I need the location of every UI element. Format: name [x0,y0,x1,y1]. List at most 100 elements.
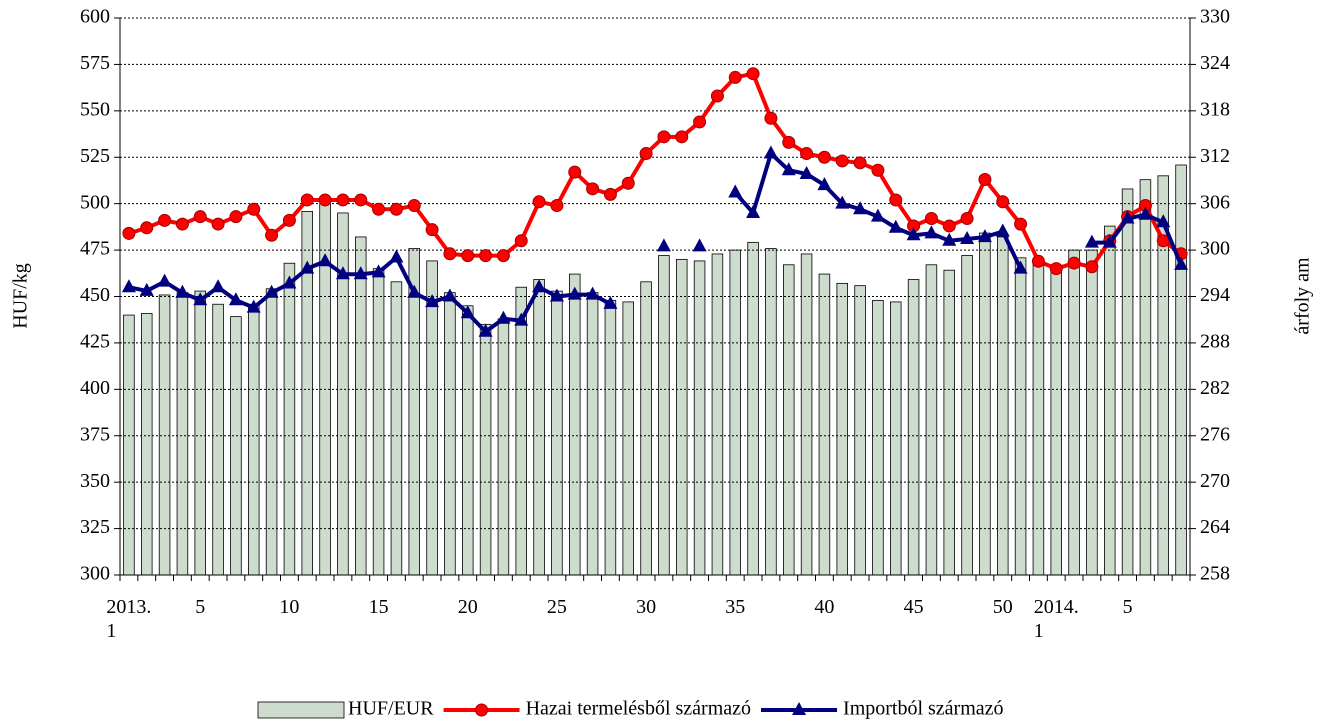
line-marker [906,227,921,241]
bar [1121,188,1134,576]
line-marker [1156,214,1171,228]
bar [194,290,206,576]
bar [604,299,617,576]
line-marker [960,212,974,226]
line-marker [318,193,332,207]
line-marker [193,292,208,306]
x-tick-label: 30 [636,596,657,618]
line-marker [942,219,956,233]
bar [961,255,973,576]
legend-label: Hazai termelésből származó [526,698,751,720]
legend: HUF/EUR Hazai termelésből származó Importb… [257,698,1004,720]
line-marker [407,199,421,213]
line-marker [389,249,404,263]
line-marker [835,195,850,209]
bar [854,285,866,576]
bar [265,288,278,576]
line-marker [425,223,439,237]
bar [372,268,385,576]
y-tick-label: 475 [80,238,110,260]
line-marker [300,260,315,274]
x-tick-label: 2013. 1 [106,596,152,642]
y-tick-label: 375 [80,423,110,445]
line-marker [960,230,975,244]
line-marker [692,238,707,252]
line-marker [782,135,796,149]
x-tick-label: 2014. 1 [1033,596,1079,642]
line-marker [1067,256,1081,270]
y2-tick-label: 312 [1200,145,1230,167]
y-tick-label: 600 [80,6,110,28]
line-marker [461,249,475,263]
bar [569,273,581,576]
y2-tick-label: 300 [1200,238,1230,260]
line-marker [460,305,475,319]
x-tick-label: 15 [368,596,389,618]
line-marker [889,193,903,207]
bar [979,232,991,576]
line-marker [264,284,279,298]
line-marker [853,201,868,215]
line-marker [514,312,529,326]
bar [140,313,153,576]
x-tick-label: 5 [195,596,206,618]
line-marker [817,150,831,164]
line-marker [335,266,350,280]
line-marker [354,193,368,207]
line-marker [1102,234,1117,248]
y-tick-label: 450 [80,284,110,306]
line-marker [978,173,992,187]
line-marker [567,286,582,300]
bar [943,269,956,576]
line-marker [800,147,814,161]
bar [1014,257,1027,576]
line-marker [871,163,885,177]
line [128,71,1183,271]
bar [426,260,438,576]
line-marker [282,275,297,289]
bar [658,255,670,576]
line-marker [442,288,457,302]
line-marker [586,182,600,196]
line-marker [425,294,440,308]
y2-tick-label: 270 [1200,470,1230,492]
line-marker [728,184,743,198]
bar [176,292,189,576]
line-marker [443,247,457,261]
line-marker [977,229,992,243]
x-tick-label: 10 [279,596,300,618]
y2-tick-label: 282 [1200,377,1230,399]
line-marker [656,238,671,252]
line-marker [121,279,136,293]
bar [247,303,260,576]
line-marker [175,217,189,231]
x-tick-label: 5 [1122,596,1133,618]
y-tick-label: 575 [80,52,110,74]
line-marker [996,195,1010,209]
line-marker [1084,234,1099,248]
line-marker [781,162,796,176]
bar [818,273,831,576]
line-marker [157,273,172,287]
line-marker [888,219,903,233]
line-marker [372,202,386,216]
line-marker [1138,206,1153,220]
y2-tick-label: 288 [1200,331,1230,353]
y2-tick-label: 264 [1200,516,1230,538]
line-marker [639,147,653,161]
line-marker [746,67,760,81]
line-marker [621,176,635,190]
line-marker [870,208,885,222]
x-tick-label: 40 [814,596,835,618]
line-marker [318,253,333,267]
y-tick-label: 350 [80,470,110,492]
x-tick-label: 45 [903,596,924,618]
line-marker [835,154,849,168]
y-tick-label: 400 [80,377,110,399]
line-marker [1031,254,1045,268]
y2-tick-label: 276 [1200,423,1230,445]
bar [354,236,367,576]
line-marker [265,228,279,242]
line-marker [763,145,778,159]
y-axis-title: HUF/kg [10,263,32,329]
